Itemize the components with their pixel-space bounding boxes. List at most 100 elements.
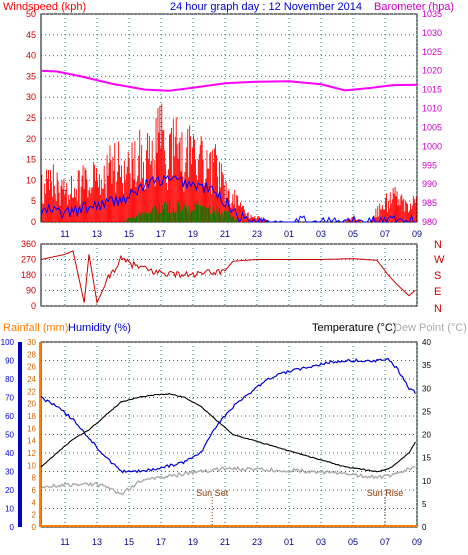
dewpoint-line — [40, 465, 416, 496]
x-tick-label: 05 — [348, 537, 358, 547]
temperature-line — [40, 393, 416, 473]
x-tick-label: 07 — [380, 537, 390, 547]
x-tick-label: 05 — [348, 229, 358, 239]
rainfall-tick-label: 0 — [32, 523, 37, 532]
x-tick-label: 19 — [188, 537, 198, 547]
temperature-label: Temperature (°C) — [312, 322, 396, 334]
y-left-tick-label: 40 — [26, 51, 36, 61]
y-left-tick-label: 25 — [26, 113, 36, 123]
direction-tick-label: 90 — [26, 286, 36, 296]
y-right-tick-label: 1010 — [422, 104, 442, 114]
compass-letter: W — [434, 254, 445, 266]
wind-direction-line — [40, 250, 416, 305]
temperature-tick-label: 40 — [422, 338, 431, 347]
x-tick-label: 15 — [124, 229, 134, 239]
y-right-tick-label: 1000 — [422, 141, 442, 151]
rainfall-tick-label: 16 — [27, 424, 36, 433]
x-tick-label: 03 — [316, 537, 326, 547]
rainfall-tick-label: 8 — [32, 474, 37, 483]
y-left-tick-label: 5 — [31, 196, 36, 206]
rainfall-tick-label: 30 — [27, 338, 36, 347]
x-tick-label: 09 — [412, 229, 422, 239]
rainfall-tick-label: 26 — [27, 363, 36, 372]
y-left-tick-label: 50 — [26, 9, 36, 19]
x-tick-label: 21 — [220, 537, 230, 547]
x-tick-label: 19 — [188, 229, 198, 239]
y-right-tick-label: 1005 — [422, 122, 442, 132]
x-tick-label: 01 — [284, 229, 294, 239]
rainfall-tick-label: 20 — [27, 400, 36, 409]
x-tick-label: 11 — [60, 229, 69, 239]
compass-letter: N — [434, 239, 442, 251]
temperature-tick-label: 20 — [422, 431, 431, 440]
humidity-line — [40, 358, 416, 474]
direction-tick-label: 0 — [31, 301, 36, 311]
rainfall-label: Rainfall (mm) — [3, 322, 68, 334]
humidity-tick-label: 50 — [5, 431, 14, 440]
direction-tick-label: 360 — [21, 239, 36, 249]
humidity-tick-label: 80 — [5, 375, 14, 384]
humidity-label: Humidity (%) — [68, 322, 131, 334]
x-tick-label: 01 — [284, 537, 294, 547]
barometer-label: Barometer (hpa) — [374, 1, 454, 13]
x-tick-label: 03 — [316, 229, 326, 239]
rainfall-tick-label: 28 — [27, 350, 36, 359]
temperature-tick-label: 5 — [422, 500, 427, 509]
rainfall-tick-label: 12 — [27, 449, 36, 458]
windspeed-label: Windspeed (kph) — [3, 1, 86, 13]
y-left-tick-label: 35 — [26, 71, 36, 81]
temperature-tick-label: 35 — [422, 361, 431, 370]
humidity-tick-label: 90 — [5, 357, 14, 366]
average-wind-line — [40, 174, 416, 224]
y-right-tick-label: 1015 — [422, 85, 442, 95]
x-tick-label: 13 — [92, 229, 102, 239]
x-tick-label: 07 — [380, 229, 390, 239]
sunrise-label: Sun Rise — [367, 488, 404, 498]
humidity-tick-label: 60 — [5, 412, 14, 421]
y-right-tick-label: 985 — [422, 198, 437, 208]
x-tick-label: 21 — [220, 229, 230, 239]
humidity-tick-label: 70 — [5, 394, 14, 403]
graph-title: 24 hour graph day : 12 November 2014 — [170, 1, 362, 13]
x-tick-label: 23 — [252, 229, 262, 239]
y-right-tick-label: 1025 — [422, 47, 442, 57]
humidity-tick-label: 0 — [10, 523, 15, 532]
plot-marks: 11 13 15 17 19 21 23 01 03 05 07 090510152025303540… — [1, 9, 445, 547]
x-tick-label: 17 — [156, 537, 166, 547]
temperature-tick-label: 25 — [422, 407, 431, 416]
y-right-tick-label: 1030 — [422, 28, 442, 38]
y-right-tick-label: 980 — [422, 217, 437, 227]
rainfall-tick-label: 10 — [27, 461, 36, 470]
compass-letter: N — [434, 303, 442, 315]
sunset-label: Sun Set — [196, 488, 229, 498]
humidity-tick-label: 10 — [5, 505, 14, 514]
y-right-tick-label: 995 — [422, 160, 437, 170]
temperature-tick-label: 0 — [422, 523, 427, 532]
x-tick-label: 09 — [412, 537, 422, 547]
y-right-tick-label: 990 — [422, 179, 437, 189]
x-tick-label: 23 — [252, 537, 262, 547]
y-right-tick-label: 1020 — [422, 66, 442, 76]
y-left-tick-label: 15 — [26, 155, 36, 165]
rainfall-tick-label: 6 — [32, 486, 37, 495]
compass-letter: E — [434, 286, 441, 298]
humidity-tick-label: 40 — [5, 449, 14, 458]
direction-tick-label: 270 — [21, 255, 36, 265]
rainfall-tick-label: 2 — [32, 511, 37, 520]
y-left-tick-label: 10 — [26, 175, 36, 185]
temperature-tick-label: 15 — [422, 454, 431, 463]
y-right-tick-label: 1035 — [422, 9, 442, 19]
y-left-tick-label: 30 — [26, 92, 36, 102]
rainfall-axis-bar — [39, 342, 41, 527]
y-left-tick-label: 0 — [31, 217, 36, 227]
y-left-tick-label: 20 — [26, 134, 36, 144]
x-tick-label: 15 — [124, 537, 134, 547]
rainfall-tick-label: 22 — [27, 387, 36, 396]
temperature-tick-label: 30 — [422, 384, 431, 393]
humidity-tick-label: 100 — [1, 338, 15, 347]
humidity-tick-label: 20 — [5, 486, 14, 495]
x-tick-label: 13 — [92, 537, 102, 547]
x-tick-label: 11 — [60, 537, 69, 547]
direction-tick-label: 180 — [21, 270, 36, 280]
